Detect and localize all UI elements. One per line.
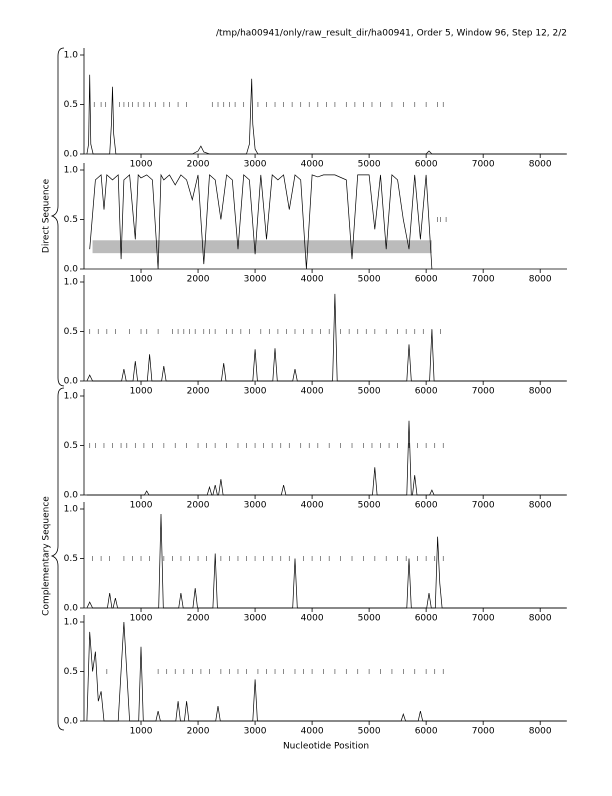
x-tick-label: 3000 [244, 501, 267, 511]
x-tick-label: 8000 [529, 275, 552, 285]
y-tick-label: 1.0 [64, 166, 79, 176]
x-tick-label: 8000 [529, 501, 552, 511]
x-tick-label: 3000 [244, 727, 267, 737]
x-tick-label: 1000 [130, 275, 153, 285]
y-tick-label: 1.0 [64, 278, 79, 288]
y-tick-label: 0.5 [64, 441, 78, 451]
x-tick-label: 6000 [415, 727, 438, 737]
x-tick-label: 6000 [415, 614, 438, 624]
brace [50, 47, 65, 387]
x-tick-label: 8000 [529, 614, 552, 624]
x-tick-label: 5000 [358, 387, 381, 397]
x-tick-label: 1000 [130, 387, 153, 397]
x-tick-label: 4000 [301, 727, 324, 737]
y-tick-label: 0.5 [64, 327, 78, 337]
data-line [86, 293, 566, 382]
x-tick-label: 8000 [529, 387, 552, 397]
x-tick-label: 5000 [358, 614, 381, 624]
x-tick-label: 2000 [187, 275, 210, 285]
x-tick-label: 7000 [472, 614, 495, 624]
x-tick-label: 1000 [130, 160, 153, 170]
x-tick-label: 4000 [301, 614, 324, 624]
x-tick-label: 1000 [130, 501, 153, 511]
y-tick-label: 0.0 [64, 265, 79, 275]
y-tick-label: 0.0 [64, 604, 79, 614]
data-line [86, 420, 566, 496]
y-tick-label: 0.0 [64, 377, 79, 387]
data-line [86, 513, 566, 609]
x-tick-label: 2000 [187, 160, 210, 170]
x-tick-label: 2000 [187, 614, 210, 624]
x-tick-label: 3000 [244, 387, 267, 397]
x-tick-label: 1000 [130, 614, 153, 624]
y-tick-label: 0.0 [64, 150, 79, 160]
data-line [86, 74, 566, 155]
x-tick-label: 6000 [415, 275, 438, 285]
x-tick-label: 4000 [301, 275, 324, 285]
y-tick-label: 1.0 [64, 392, 79, 402]
x-tick-label: 5000 [358, 160, 381, 170]
x-tick-label: 2000 [187, 501, 210, 511]
x-tick-label: 6000 [415, 501, 438, 511]
x-tick-label: 8000 [529, 160, 552, 170]
x-tick-label: 1000 [130, 727, 153, 737]
x-tick-label: 2000 [187, 727, 210, 737]
y-tick-label: 0.5 [64, 554, 78, 564]
x-tick-label: 5000 [358, 501, 381, 511]
x-tick-label: 2000 [187, 387, 210, 397]
x-tick-label: 5000 [358, 275, 381, 285]
x-tick-label: 7000 [472, 275, 495, 285]
x-tick-label: 4000 [301, 501, 324, 511]
y-tick-label: 0.0 [64, 717, 79, 727]
x-tick-label: 7000 [472, 727, 495, 737]
brace [50, 387, 65, 731]
x-tick-label: 4000 [301, 387, 324, 397]
x-tick-label: 4000 [301, 160, 324, 170]
x-axis-label: Nucleotide Position [283, 742, 369, 752]
x-tick-label: 3000 [244, 275, 267, 285]
page-title: /tmp/ha00941/only/raw_result_dir/ha00941… [216, 29, 567, 39]
y-tick-label: 0.5 [64, 667, 78, 677]
x-tick-label: 7000 [472, 387, 495, 397]
y-tick-label: 0.0 [64, 491, 79, 501]
x-tick-label: 3000 [244, 160, 267, 170]
x-tick-label: 8000 [529, 727, 552, 737]
group-label: Direct Sequence [42, 178, 52, 253]
x-tick-label: 5000 [358, 727, 381, 737]
y-tick-label: 1.0 [64, 618, 79, 628]
y-tick-label: 1.0 [64, 51, 79, 61]
x-tick-label: 7000 [472, 501, 495, 511]
x-tick-label: 7000 [472, 160, 495, 170]
y-tick-label: 1.0 [64, 505, 79, 515]
y-tick-label: 0.5 [64, 215, 78, 225]
data-line [86, 621, 566, 722]
band [92, 240, 432, 254]
x-tick-label: 6000 [415, 160, 438, 170]
x-tick-label: 3000 [244, 614, 267, 624]
y-tick-label: 0.5 [64, 100, 78, 110]
data-line [89, 173, 433, 270]
group-label: Complementary Sequence [42, 496, 52, 616]
x-tick-label: 6000 [415, 387, 438, 397]
